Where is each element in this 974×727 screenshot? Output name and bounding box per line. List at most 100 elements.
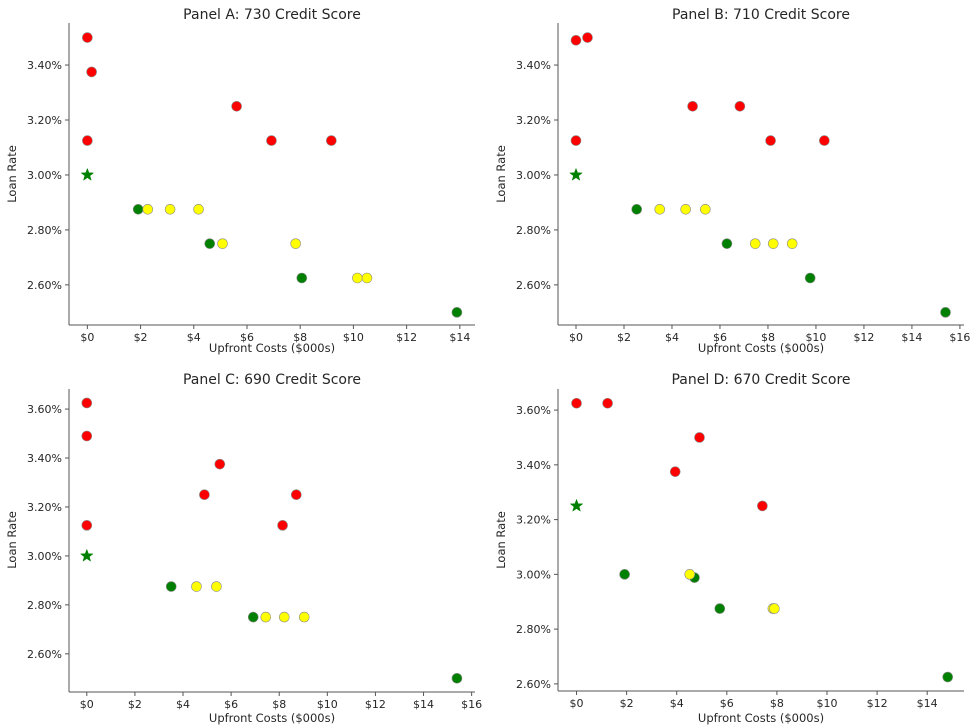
x-axis-label: Upfront Costs ($000s) <box>698 711 824 725</box>
y-axis-label: Loan Rate <box>5 511 19 569</box>
green-data-point <box>247 611 259 623</box>
yellow-data-point <box>298 611 310 623</box>
yellow-data-point <box>749 238 761 249</box>
red-data-point <box>214 458 226 470</box>
x-tick-label: $12 <box>396 331 417 344</box>
x-tick-label: $2 <box>617 331 631 344</box>
green-data-point <box>942 671 954 683</box>
x-tick-label: $14 <box>901 331 922 344</box>
yellow-data-point <box>260 611 272 623</box>
yellow-data-point <box>278 611 290 623</box>
red-data-point <box>570 35 582 46</box>
x-tick-label: $14 <box>449 331 470 344</box>
red-data-point <box>266 135 277 146</box>
green-data-point <box>165 581 177 592</box>
green-data-point <box>204 238 216 249</box>
x-tick-label: $16 <box>949 331 970 344</box>
x-tick-label: $2 <box>620 697 634 710</box>
y-tick-label: 2.60% <box>516 678 551 691</box>
yellow-data-point <box>654 204 666 215</box>
yellow-data-point <box>361 272 373 284</box>
red-data-point <box>571 397 582 409</box>
x-tick-label: $8 <box>770 697 784 710</box>
x-tick-label: $12 <box>853 331 874 344</box>
red-data-point <box>819 135 830 146</box>
y-tick-label: 2.80% <box>516 224 551 237</box>
y-tick-label: 3.20% <box>516 514 551 527</box>
yellow-data-point <box>684 569 696 580</box>
x-tick-label: $8 <box>761 331 775 344</box>
yellow-data-point <box>767 238 779 249</box>
yellow-data-point <box>193 204 204 215</box>
yellow-data-point <box>769 603 780 614</box>
baseline-star-point <box>80 167 95 181</box>
x-tick-label: $8 <box>272 698 286 711</box>
green-data-point <box>714 603 726 614</box>
x-tick-label: $0 <box>80 331 94 344</box>
baseline-star-point <box>569 167 583 181</box>
x-tick-label: $10 <box>805 331 826 344</box>
y-tick-label: 2.80% <box>516 623 551 636</box>
green-data-point <box>296 272 308 284</box>
y-tick-label: 3.20% <box>27 501 62 514</box>
x-tick-label: $0 <box>80 698 94 711</box>
yellow-data-point <box>142 204 154 215</box>
x-tick-label: $0 <box>570 697 584 710</box>
yellow-data-point <box>211 581 222 592</box>
y-tick-label: 3.00% <box>27 550 62 563</box>
red-data-point <box>82 32 93 43</box>
y-tick-label: 3.00% <box>516 169 551 182</box>
green-data-point <box>451 672 463 684</box>
y-tick-label: 3.40% <box>27 452 62 465</box>
green-data-point <box>804 272 816 284</box>
baseline-star-point <box>79 548 94 562</box>
baseline-star-point <box>569 498 584 512</box>
red-data-point <box>290 489 302 501</box>
red-data-point <box>687 100 698 112</box>
red-data-point <box>82 135 93 146</box>
x-tick-label: $6 <box>224 698 238 711</box>
x-axis-label: Upfront Costs ($000s) <box>698 341 824 355</box>
y-tick-label: 2.60% <box>27 648 62 661</box>
green-data-point <box>619 569 630 580</box>
panel-title: Panel D: 670 Credit Score <box>671 372 850 388</box>
x-tick-label: $10 <box>343 331 364 344</box>
y-tick-label: 2.80% <box>27 599 62 612</box>
red-data-point <box>582 32 593 43</box>
red-data-point <box>734 100 746 112</box>
x-tick-label: $4 <box>187 331 201 344</box>
red-data-point <box>86 66 97 78</box>
red-data-point <box>694 432 705 443</box>
red-data-point <box>81 430 93 442</box>
panel-c: Panel C: 690 Credit Score Upfront Costs … <box>5 372 482 725</box>
x-tick-label: $2 <box>134 331 148 344</box>
x-tick-label: $0 <box>569 331 583 344</box>
y-tick-label: 3.40% <box>516 459 551 472</box>
x-tick-label: $10 <box>816 697 837 710</box>
x-tick-label: $8 <box>293 331 307 344</box>
x-tick-label: $14 <box>413 698 434 711</box>
red-data-point <box>326 135 337 146</box>
red-data-point <box>602 397 613 409</box>
red-data-point <box>199 489 210 501</box>
red-data-point <box>757 500 768 512</box>
panel-a: Panel A: 730 Credit Score Upfront Costs … <box>5 7 475 355</box>
y-tick-label: 3.40% <box>27 59 62 72</box>
x-tick-label: $4 <box>665 331 679 344</box>
x-tick-label: $10 <box>317 698 338 711</box>
yellow-data-point <box>786 238 798 249</box>
x-tick-label: $2 <box>128 698 142 711</box>
x-tick-label: $12 <box>867 697 888 710</box>
green-data-point <box>721 238 733 249</box>
y-tick-label: 3.20% <box>27 114 62 127</box>
red-data-point <box>765 135 776 146</box>
x-axis-label: Upfront Costs ($000s) <box>209 341 335 355</box>
y-tick-label: 2.80% <box>27 224 62 237</box>
green-data-point <box>451 307 463 318</box>
y-tick-label: 3.20% <box>516 114 551 127</box>
x-tick-label: $6 <box>720 697 734 710</box>
yellow-data-point <box>164 204 176 215</box>
x-tick-label: $6 <box>713 331 727 344</box>
red-data-point <box>570 135 582 146</box>
